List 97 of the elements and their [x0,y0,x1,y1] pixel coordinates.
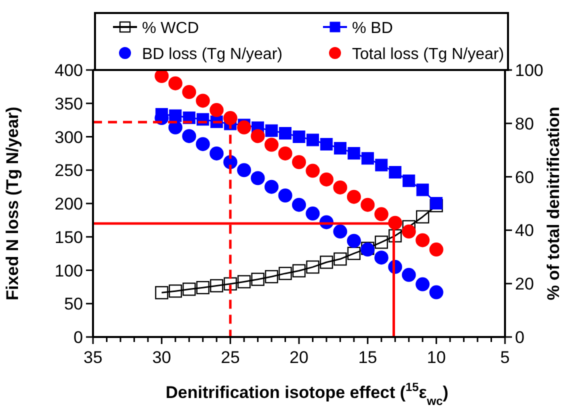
point [402,224,416,239]
point [416,184,429,196]
point [168,284,182,298]
x-axis-title: Denitrification isotope effect ($^{15}$ε$_{wc}$) [166,380,448,407]
point [402,268,416,282]
point [292,198,306,212]
x-tick-label: 20 [290,348,308,367]
legend-label: Total loss (Tg N/year) [352,46,504,63]
point [169,109,182,122]
y2-tick-label: 0 [515,328,524,347]
point [210,146,224,160]
x-tick-label: 25 [220,348,240,367]
point [306,206,320,221]
point [374,250,388,265]
point [237,120,252,134]
point [292,155,306,170]
legend-label: BD loss (Tg N/year) [142,46,282,63]
point [292,264,306,278]
point [430,196,443,210]
point [361,152,374,165]
point [196,281,210,294]
point [223,111,238,126]
y2-tick-label: 20 [515,274,534,294]
point [402,174,416,188]
point [374,207,388,222]
point [196,94,210,108]
point [319,172,334,186]
point [334,142,346,154]
point [292,130,306,143]
point [278,146,292,160]
point [416,277,430,292]
point [360,198,375,212]
point [347,246,361,260]
point [210,279,224,292]
point [346,234,361,248]
point [374,236,388,249]
point [251,272,264,286]
x-tick-label: 30 [152,348,172,367]
point [168,120,182,134]
point [348,147,360,160]
point [278,188,292,202]
y-axis-title: Fixed N loss (Tg N/year) [3,106,22,300]
point [182,282,196,296]
y2-tick-label: 40 [515,221,534,240]
y-tick-label: 300 [54,128,83,147]
point [237,163,252,178]
point [333,180,348,194]
point [333,224,348,239]
y2-tick-label: 100 [515,61,544,80]
point [334,252,347,266]
point [388,229,402,242]
x-tick-label: 15 [358,348,378,367]
y-tick-label: 0 [74,328,83,347]
x-tick-label: 10 [426,348,446,367]
y-tick-label: 50 [64,294,83,314]
point [306,164,320,178]
point [182,129,196,144]
y-tick-label: 200 [54,194,83,214]
point [168,76,182,90]
point [210,103,224,118]
y-tick-label: 400 [54,61,83,80]
point [320,138,333,150]
y2-tick-label: 60 [515,168,534,187]
point [154,69,169,84]
x-tick-label: 5 [500,348,510,367]
point [264,138,279,152]
point [346,190,361,204]
point [375,158,388,172]
point [279,127,292,140]
point [306,134,319,146]
y2-tick-label: 80 [515,114,534,134]
point [250,129,265,144]
point [388,166,402,179]
legend-label: % WCD [142,20,199,37]
legend-label: % BD [352,20,393,37]
point [416,210,430,224]
point [264,270,278,284]
point [250,171,265,186]
point [264,180,279,194]
point [196,137,210,152]
y-tick-label: 350 [54,94,83,114]
x-tick-label: 35 [84,348,102,367]
point [182,85,196,100]
point [278,266,292,280]
point [237,275,251,288]
y-tick-label: 250 [54,161,83,180]
point [155,286,168,300]
point [320,256,334,269]
point [306,260,320,274]
point [429,285,444,300]
y-tick-label: 150 [54,228,83,247]
point [224,277,237,290]
y2-axis-title: % of total denitrification [544,106,563,300]
point [265,124,278,137]
y-tick-label: 100 [54,261,83,280]
point [429,242,444,257]
point [416,233,430,248]
